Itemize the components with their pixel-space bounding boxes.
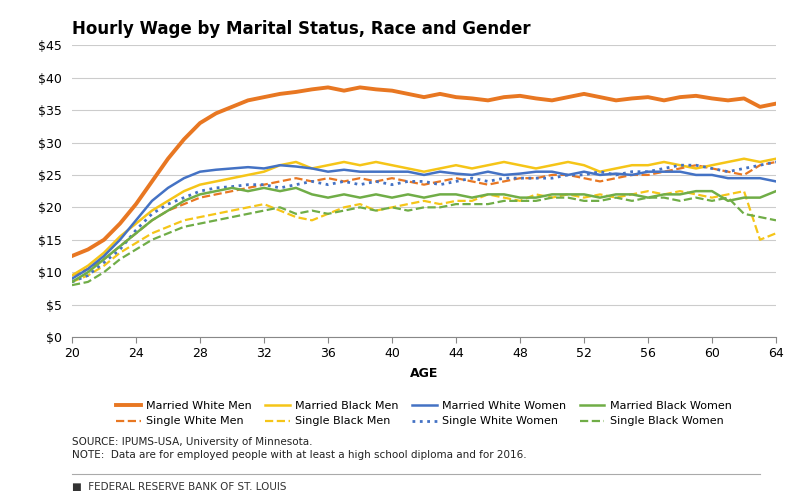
- Text: Hourly Wage by Marital Status, Race and Gender: Hourly Wage by Marital Status, Race and …: [72, 20, 530, 38]
- Legend: Married White Men, Single White Men, Married Black Men, Single Black Men, Marrie: Married White Men, Single White Men, Mar…: [116, 401, 732, 427]
- Text: SOURCE: IPUMS-USA, University of Minnesota.: SOURCE: IPUMS-USA, University of Minneso…: [72, 437, 313, 447]
- Text: NOTE:  Data are for employed people with at least a high school diploma and for : NOTE: Data are for employed people with …: [72, 450, 526, 460]
- Text: ■  FEDERAL RESERVE BANK OF ST. LOUIS: ■ FEDERAL RESERVE BANK OF ST. LOUIS: [72, 482, 286, 492]
- X-axis label: AGE: AGE: [410, 367, 438, 380]
